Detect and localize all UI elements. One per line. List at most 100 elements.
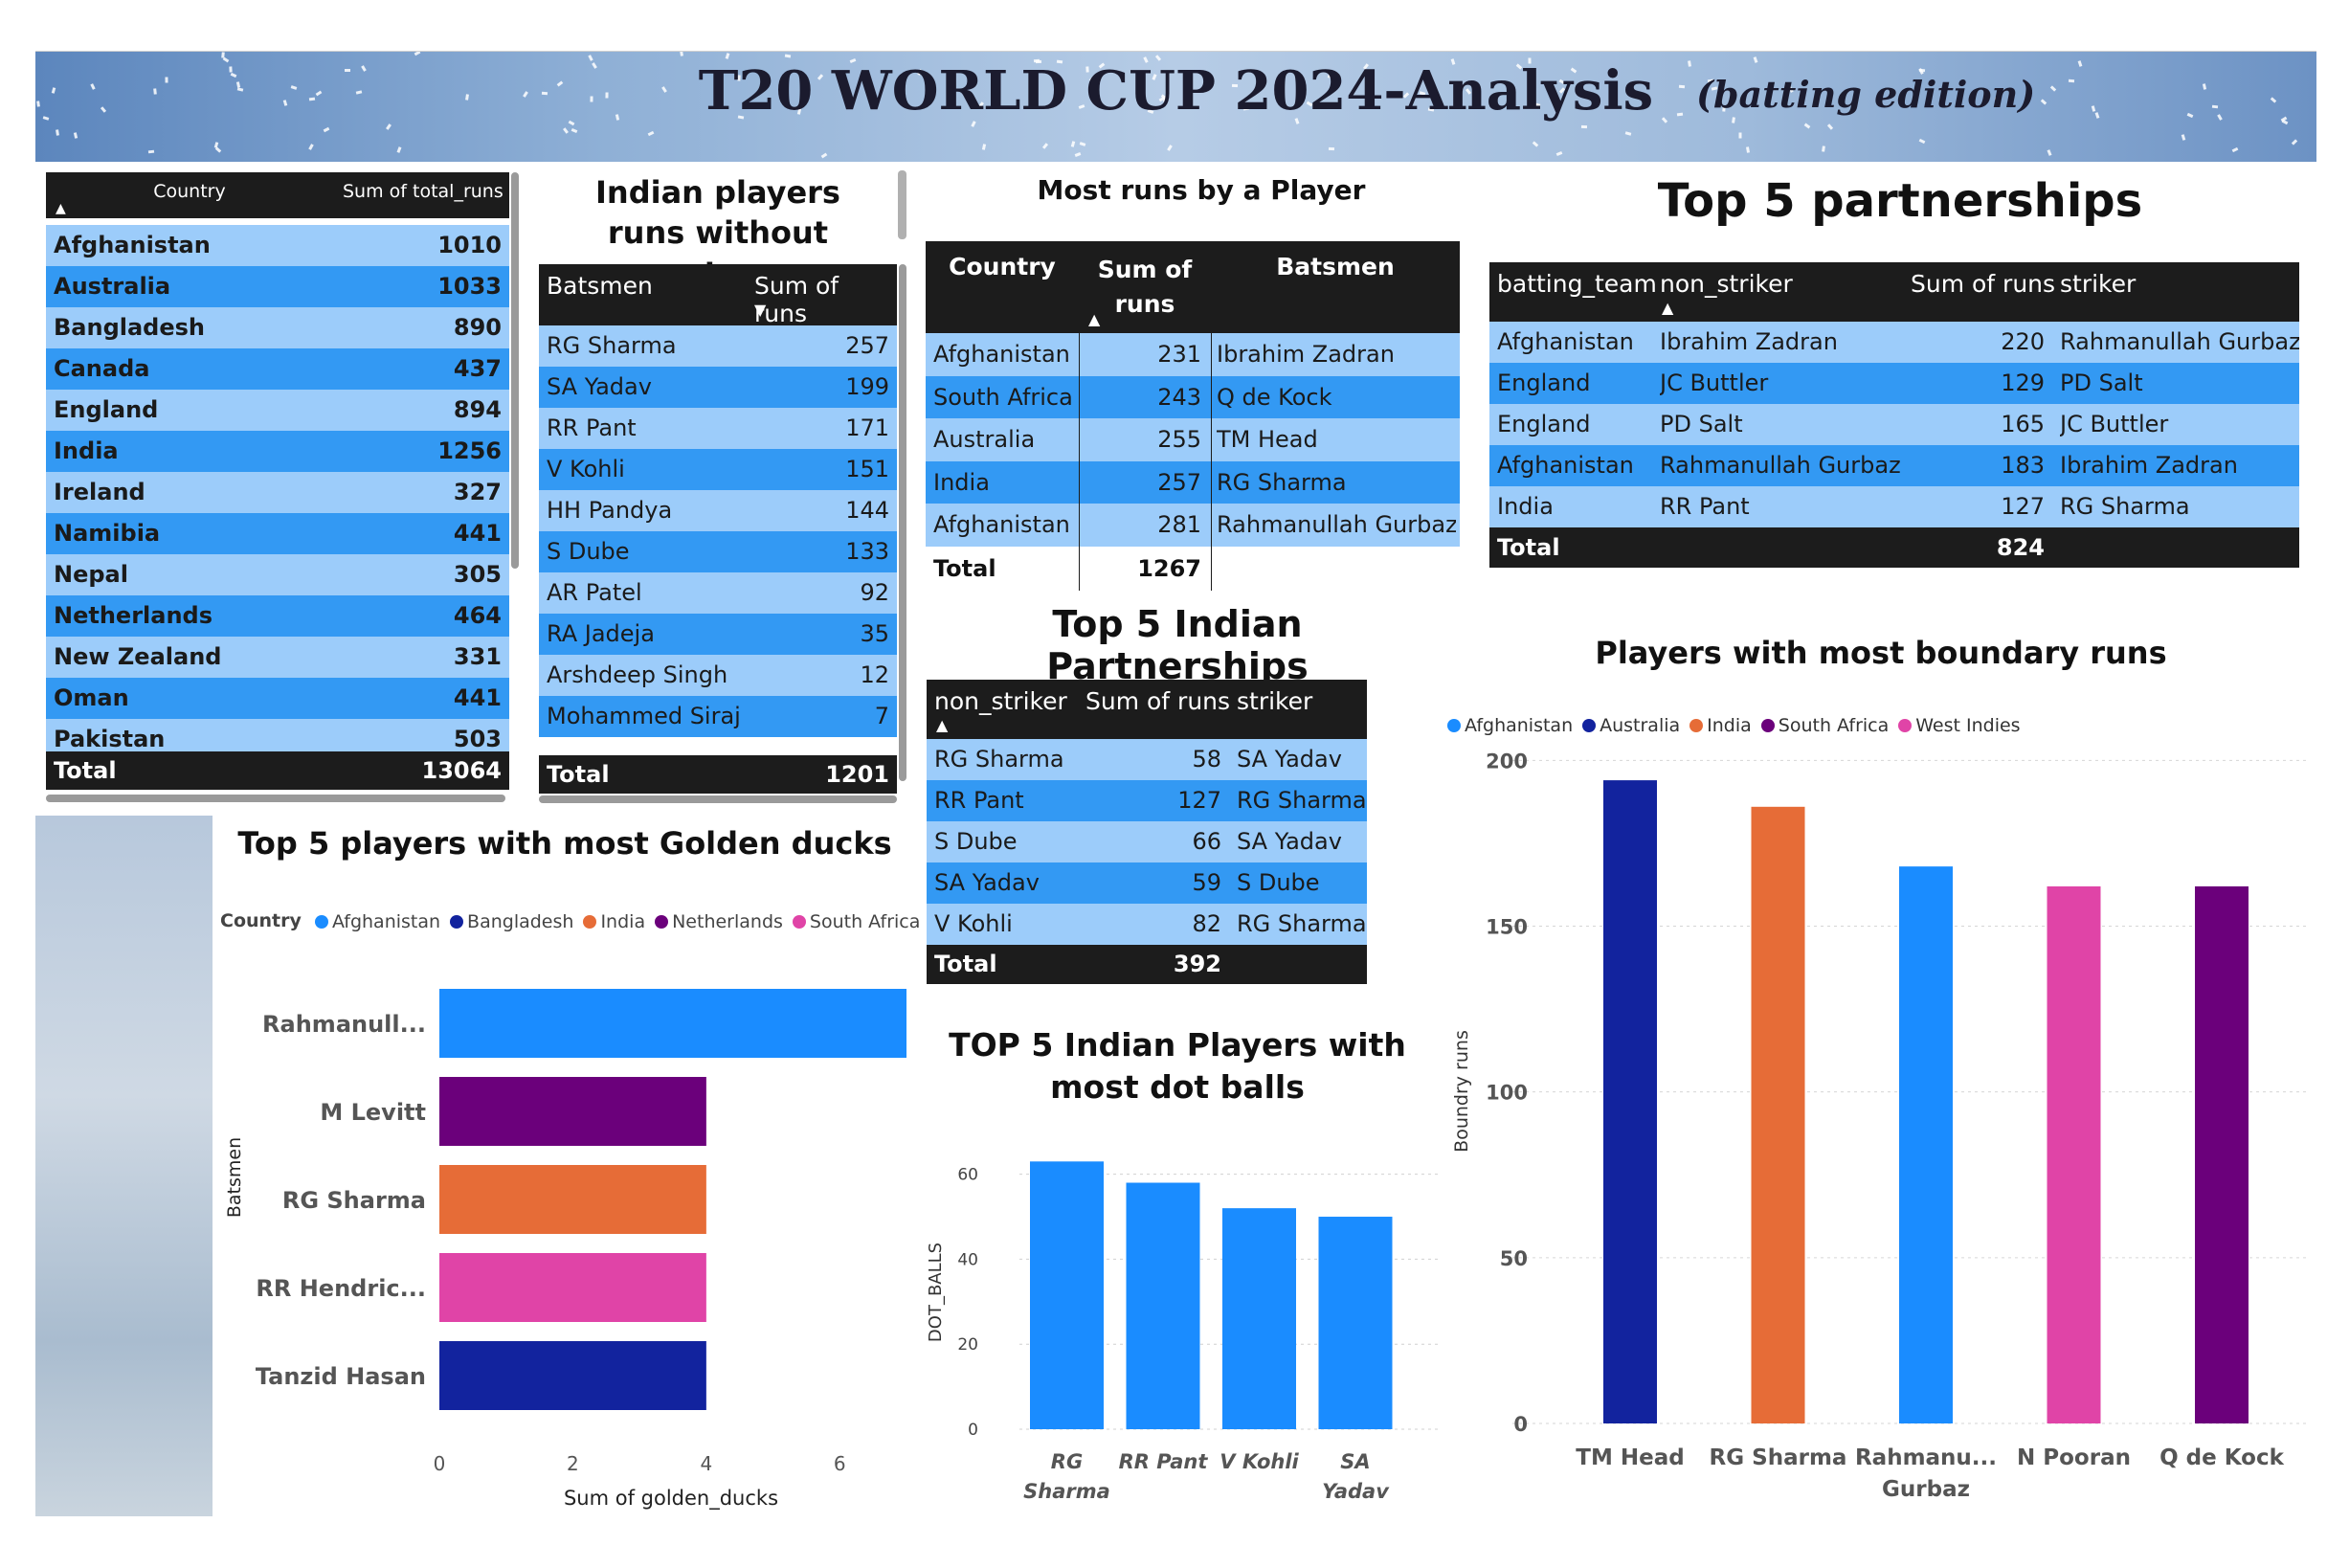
- table-row[interactable]: India 257 RG Sharma: [926, 460, 1460, 504]
- legend-item[interactable]: West Indies: [1898, 715, 2021, 736]
- table-row[interactable]: Canada 437: [46, 348, 509, 390]
- indian-runs-title-scrollbar[interactable]: [898, 170, 906, 239]
- header-sum-runs[interactable]: Sum of runs: [1911, 270, 2056, 298]
- table-row[interactable]: RA Jadeja 35: [539, 614, 897, 655]
- legend-item[interactable]: South Africa: [1760, 715, 1889, 736]
- table-row[interactable]: Oman 441: [46, 678, 509, 719]
- table-row[interactable]: Arshdeep Singh 12: [539, 655, 897, 696]
- table-row[interactable]: Afghanistan Ibrahim Zadran 220 Rahmanullah …: [1489, 322, 2299, 363]
- table-row[interactable]: Mohammed Siraj 7: [539, 696, 897, 737]
- table-row[interactable]: HH Pandya 144: [539, 490, 897, 531]
- legend-item[interactable]: India: [1689, 715, 1752, 736]
- bar[interactable]: [439, 1341, 706, 1410]
- header-country[interactable]: Country: [153, 181, 226, 202]
- y-tick-label: 20: [957, 1335, 978, 1355]
- header-striker[interactable]: striker: [2060, 270, 2137, 298]
- table-row[interactable]: Australia 1033: [46, 266, 509, 307]
- table-row[interactable]: Australia 255 TM Head: [926, 418, 1460, 461]
- table-row[interactable]: RG Sharma 257: [539, 325, 897, 367]
- cell-striker: RG Sharma: [1237, 787, 1367, 814]
- cell-runs: 183: [2001, 452, 2045, 479]
- table-row[interactable]: England 894: [46, 390, 509, 431]
- bar[interactable]: [1603, 780, 1657, 1423]
- x-tick-label: Sharma: [1023, 1480, 1110, 1503]
- table-row[interactable]: SA Yadav 59 S Dube: [927, 862, 1367, 904]
- table-row[interactable]: India RR Pant 127 RG Sharma: [1489, 486, 2299, 527]
- legend-item[interactable]: Bangladesh: [450, 911, 573, 932]
- cell-country: England: [54, 396, 159, 423]
- cell-runs: 503: [453, 726, 502, 752]
- bar[interactable]: [2195, 885, 2249, 1423]
- table-total-row: Total 392: [927, 945, 1367, 984]
- legend-item[interactable]: India: [583, 911, 645, 932]
- sort-arrow-icon[interactable]: ▼: [754, 301, 767, 319]
- sort-arrow-icon[interactable]: ▲: [56, 201, 66, 216]
- table-row[interactable]: S Dube 133: [539, 531, 897, 572]
- cell-runs: 257: [845, 332, 889, 359]
- table-row[interactable]: S Dube 66 SA Yadav: [927, 821, 1367, 862]
- table-row[interactable]: England PD Salt 165 JC Buttler: [1489, 404, 2299, 445]
- table-row[interactable]: New Zealand 331: [46, 637, 509, 678]
- table-row[interactable]: Bangladesh 890: [46, 307, 509, 348]
- legend-item[interactable]: Australia: [1582, 715, 1680, 736]
- header-non-striker[interactable]: non_striker: [1660, 270, 1793, 298]
- header-batsmen[interactable]: Batsmen: [1276, 253, 1395, 280]
- confetti-decoration: [1167, 145, 1173, 151]
- table-row[interactable]: Afghanistan 281 Rahmanullah Gurbaz: [926, 504, 1460, 547]
- table-row[interactable]: South Africa 243 Q de Kock: [926, 375, 1460, 419]
- bar[interactable]: [1751, 806, 1805, 1423]
- legend-item[interactable]: Afghanistan: [314, 911, 440, 932]
- table-row[interactable]: V Kohli 82 RG Sharma: [927, 904, 1367, 945]
- country-table-vscrollbar[interactable]: [511, 172, 519, 569]
- table-row[interactable]: RR Pant 171: [539, 408, 897, 449]
- header-sum-runs[interactable]: Sum of runs: [1085, 687, 1231, 715]
- sort-arrow-icon[interactable]: ▲: [1662, 299, 1674, 317]
- indian-table-vscrollbar[interactable]: [899, 264, 906, 781]
- table-row[interactable]: Afghanistan 1010: [46, 225, 509, 266]
- y-tick-label: 150: [1486, 915, 1528, 938]
- table-row[interactable]: RG Sharma 58 SA Yadav: [927, 739, 1367, 780]
- header-country[interactable]: Country: [949, 253, 1056, 280]
- country-table-hscrollbar[interactable]: [46, 795, 505, 802]
- bar[interactable]: [2047, 885, 2101, 1423]
- confetti-decoration: [1555, 150, 1563, 157]
- table-row[interactable]: RR Pant 127 RG Sharma: [927, 780, 1367, 821]
- bar[interactable]: [439, 989, 906, 1058]
- sort-arrow-icon[interactable]: ▲: [1088, 310, 1101, 328]
- table-row[interactable]: Namibia 441: [46, 513, 509, 554]
- header-sum-runs[interactable]: Sum of runs: [754, 272, 839, 327]
- legend-label: South Africa: [809, 910, 921, 932]
- table-row[interactable]: England JC Buttler 129 PD Salt: [1489, 363, 2299, 404]
- confetti-decoration: [1803, 123, 1811, 129]
- table-row[interactable]: Afghanistan Rahmanullah Gurbaz 183 Ibrahim …: [1489, 445, 2299, 486]
- legend-item[interactable]: South Africa: [792, 910, 921, 932]
- x-tick-label: Yadav: [1322, 1480, 1390, 1503]
- legend-item[interactable]: Netherlands: [655, 911, 783, 932]
- header-striker[interactable]: striker: [1237, 687, 1313, 715]
- table-row[interactable]: India 1256: [46, 431, 509, 472]
- bar[interactable]: [439, 1077, 706, 1146]
- table-row[interactable]: Ireland 327: [46, 472, 509, 513]
- header-batting-team[interactable]: batting_team: [1497, 270, 1657, 298]
- bar[interactable]: [1318, 1217, 1393, 1429]
- table-row[interactable]: Netherlands 464: [46, 595, 509, 637]
- bar[interactable]: [1126, 1182, 1200, 1429]
- header-non-striker[interactable]: non_striker: [934, 687, 1067, 715]
- table-row[interactable]: AR Patel 92: [539, 572, 897, 614]
- bar[interactable]: [1030, 1161, 1104, 1429]
- header-sum-runs[interactable]: Sum of runs: [1097, 256, 1193, 318]
- table-row[interactable]: Nepal 305: [46, 554, 509, 595]
- bar[interactable]: [1899, 866, 1953, 1423]
- header-total-runs[interactable]: Sum of total_runs: [343, 181, 503, 202]
- indian-table-hscrollbar[interactable]: [539, 795, 897, 803]
- table-row[interactable]: SA Yadav 199: [539, 367, 897, 408]
- bar[interactable]: [1222, 1208, 1296, 1429]
- bar[interactable]: [439, 1165, 706, 1234]
- table-row[interactable]: V Kohli 151: [539, 449, 897, 490]
- legend-item[interactable]: Afghanistan: [1447, 715, 1573, 736]
- sort-arrow-icon[interactable]: ▲: [936, 716, 949, 734]
- table-row[interactable]: Afghanistan 231 Ibrahim Zadran: [926, 333, 1460, 376]
- cell-batsman: Q de Kock: [1217, 383, 1332, 411]
- bar[interactable]: [439, 1253, 706, 1322]
- header-batsmen[interactable]: Batsmen: [547, 272, 653, 300]
